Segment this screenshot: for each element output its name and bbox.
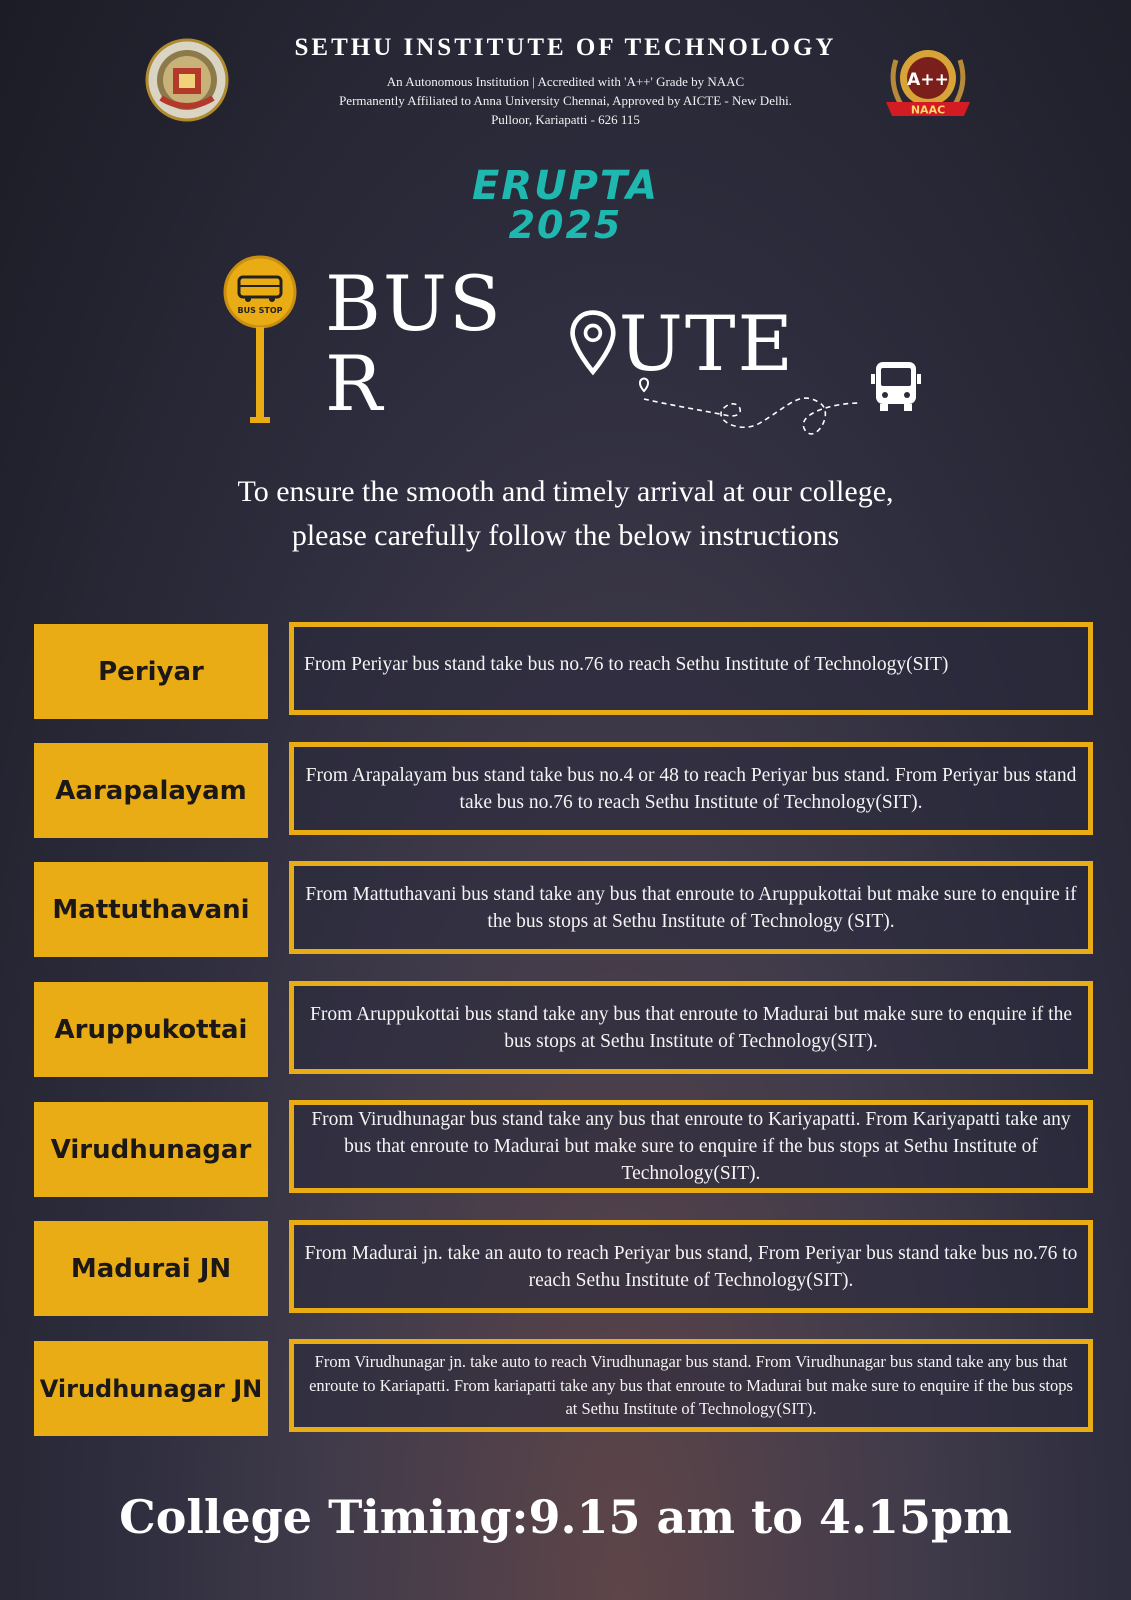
event-name: ERUPTA — [471, 163, 660, 209]
bus-stop-sign-icon: BUS STOP — [221, 255, 299, 427]
naac-badge: A++ NAAC — [880, 40, 976, 124]
naac-badge-grade: A++ — [907, 70, 949, 90]
intro-line-1: To ensure the smooth and timely arrival … — [237, 475, 894, 508]
route-place-aarapalayam: Aarapalayam — [34, 743, 268, 838]
college-timing: College Timing:9.15 am to 4.15pm — [119, 1490, 1012, 1544]
route-instruction-virudhunagar: From Virudhunagar bus stand take any bus… — [289, 1100, 1093, 1193]
location-pin-icon — [570, 310, 616, 376]
address-line: Pulloor, Kariapatti - 626 115 — [491, 112, 640, 127]
bus-icon — [870, 358, 922, 414]
bus-stop-text: BUS STOP — [237, 306, 282, 315]
route-place-madurai-jn: Madurai JN — [34, 1221, 268, 1316]
affiliation-line: Permanently Affiliated to Anna Universit… — [339, 93, 792, 108]
accreditation-line: An Autonomous Institution | Accredited w… — [386, 74, 745, 89]
naac-badge-ribbon-text: NAAC — [911, 104, 945, 117]
title-part-2: UTE — [618, 299, 795, 388]
title-part-1: BUS R — [325, 259, 503, 428]
route-instruction-aarapalayam: From Arapalayam bus stand take bus no.4 … — [289, 742, 1093, 835]
college-name: SETHU INSTITUTE OF TECHNOLOGY — [294, 34, 837, 61]
route-path-decoration — [630, 355, 930, 450]
college-logo — [145, 38, 229, 122]
route-instruction-periyar: From Periyar bus stand take bus no.76 to… — [289, 622, 1093, 715]
route-place-mattuthavani: Mattuthavani — [34, 862, 268, 957]
route-place-virudhunagar-jn: Virudhunagar JN — [34, 1341, 268, 1436]
event-year: 2025 — [508, 203, 623, 247]
route-instruction-mattuthavani: From Mattuthavani bus stand take any bus… — [289, 861, 1093, 954]
route-place-aruppukottai: Aruppukottai — [34, 982, 268, 1077]
page-title: BUS R UTE — [325, 264, 795, 424]
intro-line-2: please carefully follow the below instru… — [291, 519, 840, 552]
route-instruction-virudhunagar-jn: From Virudhunagar jn. take auto to reach… — [289, 1339, 1093, 1432]
route-instruction-aruppukottai: From Aruppukottai bus stand take any bus… — [289, 981, 1093, 1074]
route-place-virudhunagar: Virudhunagar — [34, 1102, 268, 1197]
route-place-periyar: Periyar — [34, 624, 268, 719]
route-instruction-madurai-jn: From Madurai jn. take an auto to reach P… — [289, 1220, 1093, 1313]
